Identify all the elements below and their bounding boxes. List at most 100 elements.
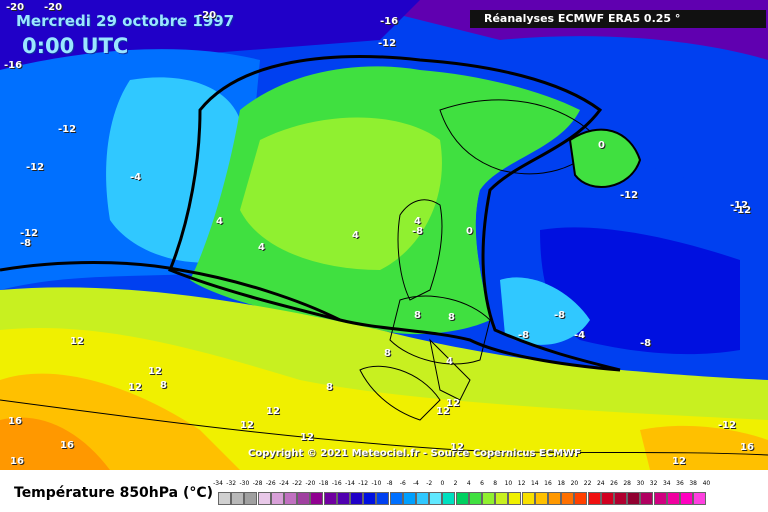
italy-outline (429, 338, 471, 401)
isotherm-label: 0 (466, 226, 473, 237)
southern-zero-isotherm (0, 261, 341, 322)
isotherm-label: 16 (60, 440, 74, 451)
legend-bar (0, 470, 768, 512)
atlantic-cool-zone (106, 77, 240, 263)
north-africa-coast (0, 399, 768, 456)
isotherm-label: -20 (6, 2, 25, 13)
legend-tick-label: 18 (557, 480, 565, 487)
legend-title: Température 850hPa (°C) (14, 485, 214, 501)
isotherm-label: -20 (198, 10, 217, 21)
legend-color-swatch (402, 492, 416, 505)
isotherm-label: 12 (128, 382, 142, 393)
zero-isotherm-line (168, 55, 621, 372)
legend-color-swatch (323, 492, 337, 505)
legend-tick-label: -32 (226, 480, 237, 487)
legend-tick-label: 40 (702, 480, 711, 487)
legend-tick-label: -4 (413, 480, 419, 487)
legend-tick-label: 22 (583, 480, 592, 487)
legend-tick-label: -2 (426, 480, 433, 487)
legend-color-swatch (666, 492, 680, 505)
legend-tick-label: 32 (649, 480, 658, 487)
legend-color-swatch (548, 492, 561, 505)
legend-tick-label: -10 (371, 480, 382, 487)
legend-tick-label: 34 (662, 480, 671, 487)
isotherm-label: 12 (450, 442, 464, 453)
legend-tick-label: -12 (358, 480, 369, 487)
isotherm-label: -12 (733, 205, 752, 216)
legend-color-swatch (429, 492, 443, 505)
legend-color-swatch (680, 492, 693, 505)
legend-color-swatch (627, 492, 641, 505)
isotherm-label: 4 (446, 356, 453, 367)
isotherm-label: -12 (620, 190, 639, 201)
legend-tick-label: -20 (305, 480, 316, 487)
isotherm-label: -20 (44, 2, 63, 13)
legend-color-swatch (231, 492, 245, 505)
isotherm-label: -12 (378, 38, 397, 49)
legend-color-swatch (561, 492, 575, 505)
legend-color-swatch (284, 492, 297, 505)
iberia-outline (359, 365, 441, 421)
isotherm-label: -12 (58, 124, 77, 135)
legend-color-swatch (244, 492, 258, 505)
legend-color-swatch (376, 492, 390, 505)
legend-tick-label: 12 (517, 480, 526, 487)
legend-tick-label: -8 (386, 480, 393, 487)
isotherm-label: 12 (148, 366, 162, 377)
legend-tick-label: -6 (399, 480, 406, 487)
middle-east-warm-zone (640, 425, 768, 470)
isotherm-label: 0 (598, 140, 605, 151)
isotherm-label: -8 (518, 330, 530, 341)
isotherm-label: 12 (240, 420, 254, 431)
isotherm-label: 4 (216, 216, 223, 227)
legend-tick-label: 28 (623, 480, 631, 487)
legend-tick-label: 26 (610, 480, 618, 487)
sahara-hot-zone (0, 417, 110, 470)
legend-color-swatch (310, 492, 324, 505)
isotherm-label: 8 (448, 312, 455, 323)
isotherm-label: -12 (26, 162, 45, 173)
isotherm-label: 4 (414, 216, 421, 227)
legend-tick-label: -18 (318, 480, 329, 487)
isotherm-label: 12 (70, 336, 84, 347)
isotherm-label: 12 (300, 432, 314, 443)
legend-tick-label: -16 (331, 480, 342, 487)
legend-color-swatch (336, 492, 350, 505)
legend-color-swatch (455, 492, 469, 505)
legend-color-swatch (521, 492, 535, 505)
legend-color-swatch (218, 492, 231, 505)
isotherm-label: 12 (436, 406, 450, 417)
legend-color-swatch (257, 492, 271, 505)
baltic-mild-pocket (568, 128, 642, 188)
isotherm-label: -8 (412, 226, 424, 237)
legend-tick-label: -34 (213, 480, 223, 487)
isotherm-label: -12 (730, 200, 749, 211)
legend-color-swatch (693, 492, 707, 505)
isotherm-label: 16 (8, 416, 22, 427)
isotherm-label: 12 (266, 406, 280, 417)
map-date-title: Mercredi 29 octobre 1997 (16, 12, 235, 30)
legend-tick-label: -24 (279, 480, 289, 487)
legend-color-swatch (442, 492, 456, 505)
map-time-title: 0:00 UTC (22, 34, 129, 58)
legend-color-swatch (416, 492, 429, 505)
legend-tick-label: 20 (570, 480, 579, 487)
legend-tick-label: 14 (530, 480, 539, 487)
legend-tick-label: -30 (239, 480, 250, 487)
legend-tick-label: 2 (453, 480, 458, 487)
legend-tick-label: 6 (480, 480, 484, 487)
eastern-colder-core (540, 227, 740, 355)
isotherm-label: -4 (574, 330, 586, 341)
legend-tick-label: 38 (689, 480, 697, 487)
isotherm-label: 4 (258, 242, 265, 253)
isotherm-label: -8 (20, 238, 32, 249)
legend-tick-label: 4 (466, 480, 471, 487)
isotherm-label: 12 (446, 398, 460, 409)
isotherm-label: -16 (4, 60, 23, 71)
isotherm-label: 16 (740, 442, 754, 453)
isotherm-label: -12 (20, 228, 39, 239)
legend-tick-label: 36 (676, 480, 684, 487)
isotherm-label: 8 (326, 382, 333, 393)
legend-color-swatch (495, 492, 509, 505)
